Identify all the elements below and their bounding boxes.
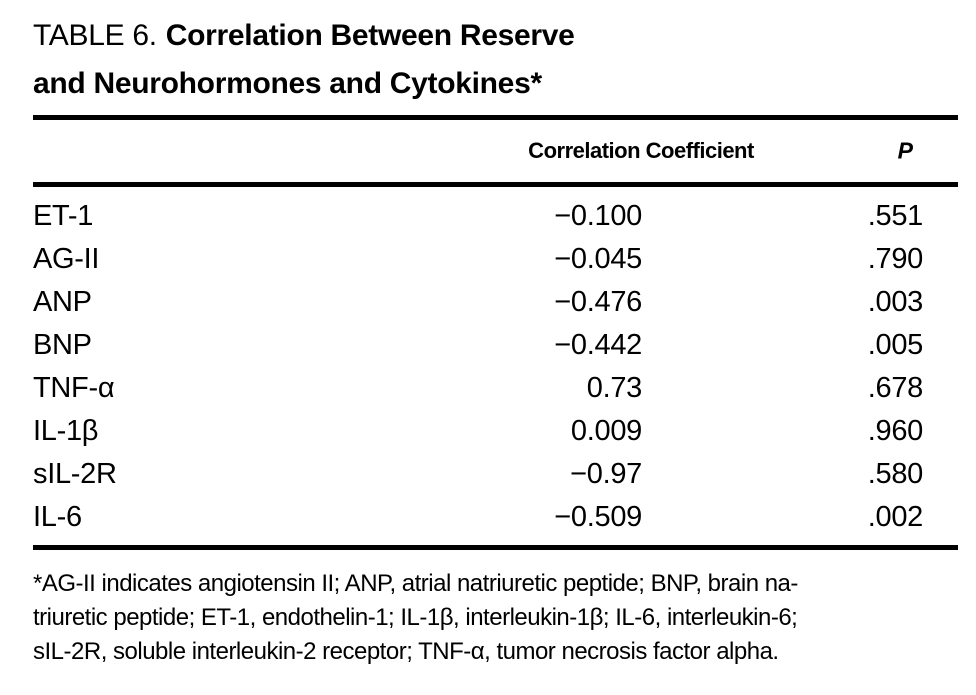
- row-coefficient: −0.100: [554, 200, 642, 232]
- row-coefficient: −0.045: [554, 243, 642, 275]
- table-title-line-1: TABLE 6. Correlation Between Reserve: [33, 12, 958, 60]
- table-row: ANP −0.476 .003: [33, 281, 958, 324]
- table-number-label: TABLE 6.: [33, 19, 157, 52]
- table-rule-top: [33, 115, 958, 120]
- row-label: TNF-α: [33, 372, 115, 404]
- footnote-line: *AG-II indicates angiotensin II; ANP, at…: [33, 570, 798, 597]
- row-coefficient: −0.476: [554, 286, 642, 318]
- table-title-text-2: and Neurohormones and Cytokines*: [33, 67, 542, 100]
- row-coefficient: −0.97: [570, 458, 642, 490]
- column-header-correlation-coefficient: Correlation Coefficient: [528, 138, 754, 163]
- row-label: BNP: [33, 329, 92, 361]
- row-label: sIL-2R: [33, 458, 117, 490]
- row-p-value: .960: [867, 415, 924, 447]
- table-footnote: *AG-II indicates angiotensin II; ANP, at…: [33, 567, 958, 669]
- table-row: sIL-2R −0.97 .580: [33, 453, 958, 496]
- table-row: TNF-α 0.73 .678: [33, 367, 958, 410]
- table-rule-under-header: [33, 182, 958, 187]
- footnote-line: triuretic peptide; ET-1, endothelin-1; I…: [33, 604, 798, 631]
- table-title-line-2: and Neurohormones and Cytokines*: [33, 60, 958, 108]
- table-title: TABLE 6. Correlation Between Reserve and …: [33, 12, 958, 108]
- table-rule-bottom: [33, 545, 958, 550]
- row-label: IL-6: [33, 501, 82, 533]
- row-label: ET-1: [33, 200, 94, 232]
- row-p-value: .002: [867, 501, 924, 533]
- row-p-value: .580: [867, 458, 924, 490]
- table-header-row: Correlation Coefficient P: [33, 120, 958, 182]
- table-row: AG-II −0.045 .790: [33, 238, 958, 281]
- table-row: ET-1 −0.100 .551: [33, 195, 958, 238]
- row-p-value: .551: [867, 200, 924, 232]
- table-body: ET-1 −0.100 .551 AG-II −0.045 .790 ANP −…: [33, 187, 958, 545]
- row-coefficient: 0.73: [586, 372, 643, 404]
- row-label: ANP: [33, 286, 92, 318]
- row-label: AG-II: [33, 243, 100, 275]
- table-row: IL-1β 0.009 .960: [33, 410, 958, 453]
- row-p-value: .790: [867, 243, 924, 275]
- column-header-p: P: [897, 137, 913, 164]
- table-row: BNP −0.442 .005: [33, 324, 958, 367]
- table-row: IL-6 −0.509 .002: [33, 496, 958, 539]
- row-p-value: .003: [867, 286, 924, 318]
- row-p-value: .005: [867, 329, 924, 361]
- row-coefficient: −0.509: [554, 501, 642, 533]
- row-coefficient: 0.009: [570, 415, 642, 447]
- row-label: IL-1β: [33, 415, 99, 447]
- table-title-text-1: Correlation Between Reserve: [165, 19, 575, 52]
- row-coefficient: −0.442: [554, 329, 642, 361]
- footnote-line: sIL-2R, soluble interleukin-2 receptor; …: [33, 638, 779, 665]
- row-p-value: .678: [867, 372, 924, 404]
